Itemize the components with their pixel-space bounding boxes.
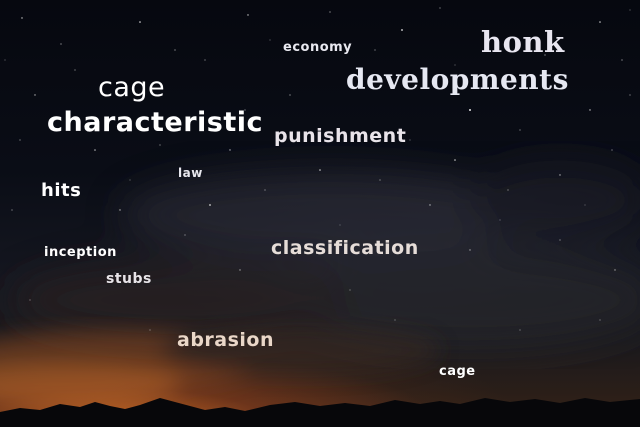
word-cage-lower: cage bbox=[439, 364, 476, 379]
word-inception: inception bbox=[44, 245, 117, 260]
word-characteristic: characteristic bbox=[47, 107, 264, 138]
word-stubs: stubs bbox=[106, 271, 152, 287]
word-honk: honk bbox=[481, 25, 565, 59]
word-hits: hits bbox=[41, 180, 82, 201]
word-cage-upper: cage bbox=[98, 72, 166, 103]
word-classification: classification bbox=[271, 237, 419, 259]
word-economy: economy bbox=[283, 40, 353, 55]
word-abrasion: abrasion bbox=[177, 329, 275, 351]
word-developments: developments bbox=[346, 63, 569, 96]
word-law: law bbox=[178, 166, 203, 180]
word-punishment: punishment bbox=[274, 125, 407, 147]
